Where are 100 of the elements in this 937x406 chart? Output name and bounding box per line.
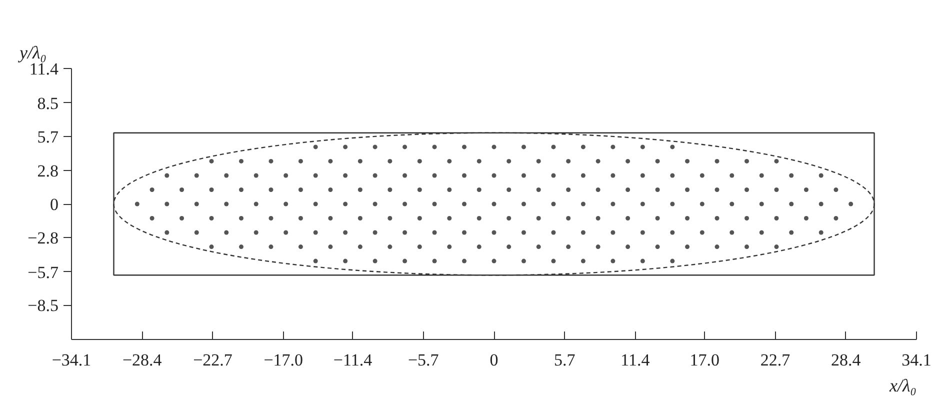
x-tick-label: −28.4 — [122, 350, 162, 370]
point — [343, 173, 348, 178]
point — [566, 216, 571, 221]
point — [714, 158, 720, 164]
point — [700, 230, 704, 235]
point — [268, 158, 274, 164]
point — [774, 216, 779, 221]
point — [610, 144, 616, 150]
y-axis-title: y/λ₀ — [18, 42, 47, 62]
point — [670, 144, 675, 150]
point — [432, 202, 437, 206]
point — [209, 216, 214, 221]
point — [388, 187, 392, 192]
point — [521, 202, 526, 206]
x-tick-label: −22.7 — [193, 350, 233, 370]
point — [462, 144, 467, 150]
x-tick-label: −17.0 — [264, 350, 304, 370]
point — [402, 144, 408, 150]
point — [789, 230, 794, 235]
point — [328, 158, 333, 164]
point — [164, 230, 170, 235]
point — [670, 230, 675, 235]
point — [298, 244, 303, 250]
x-tick-label: −34.1 — [52, 350, 92, 370]
point — [388, 244, 392, 250]
point — [447, 244, 452, 250]
x-tick-label: 28.4 — [831, 350, 862, 370]
point — [551, 144, 556, 150]
point — [670, 202, 675, 206]
point — [640, 230, 645, 235]
point — [834, 216, 838, 221]
point — [685, 244, 690, 250]
point — [685, 158, 690, 164]
point — [462, 173, 467, 178]
point — [462, 258, 467, 264]
point — [180, 187, 184, 192]
point — [536, 187, 541, 192]
point — [476, 244, 482, 250]
point — [388, 158, 392, 164]
point — [298, 187, 303, 192]
point — [224, 230, 229, 235]
point — [194, 230, 199, 235]
point — [372, 173, 378, 178]
point — [804, 187, 808, 192]
point — [492, 230, 496, 235]
point — [580, 173, 586, 178]
point — [372, 230, 378, 235]
point — [685, 216, 690, 221]
point — [388, 216, 392, 221]
point — [848, 202, 854, 206]
point — [284, 202, 288, 206]
point — [238, 216, 244, 221]
point — [492, 258, 496, 264]
point — [358, 244, 362, 250]
point — [224, 173, 229, 178]
point — [134, 202, 140, 206]
point — [313, 144, 318, 150]
point — [447, 216, 452, 221]
point — [402, 202, 408, 206]
point — [372, 202, 378, 206]
point — [670, 173, 675, 178]
y-tick-label: 0 — [50, 195, 58, 214]
point — [818, 230, 824, 235]
point — [402, 173, 408, 178]
point — [328, 187, 333, 192]
point — [358, 158, 362, 164]
point — [818, 173, 824, 178]
point — [254, 173, 258, 178]
point — [238, 244, 244, 250]
point — [521, 144, 526, 150]
point — [566, 158, 571, 164]
point — [209, 187, 214, 192]
point — [610, 230, 616, 235]
x-tick-label: 11.4 — [620, 350, 650, 370]
point — [626, 244, 630, 250]
y-tick-label: −5.7 — [28, 262, 59, 282]
point — [284, 230, 288, 235]
point — [343, 202, 348, 206]
point — [476, 187, 482, 192]
point — [551, 202, 556, 206]
x-tick-label: 17.0 — [690, 350, 720, 370]
point — [566, 244, 571, 250]
point — [730, 202, 734, 206]
point — [714, 216, 720, 221]
point — [744, 187, 750, 192]
point — [789, 202, 794, 206]
point — [268, 187, 274, 192]
point — [774, 187, 779, 192]
point — [789, 173, 794, 178]
point — [759, 202, 764, 206]
point — [759, 230, 764, 235]
point — [521, 258, 526, 264]
point — [640, 258, 645, 264]
point — [209, 158, 214, 164]
point — [254, 230, 258, 235]
point — [670, 258, 675, 264]
point — [774, 244, 779, 250]
point — [804, 216, 808, 221]
x-tick-label: −11.4 — [333, 350, 373, 370]
y-tick-label: −8.5 — [28, 296, 59, 316]
